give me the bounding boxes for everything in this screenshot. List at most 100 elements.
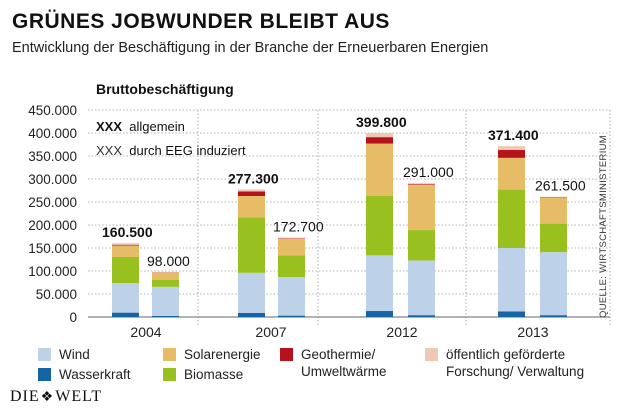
bar-2012-allgemein-geothermie [366,137,393,144]
bar-2012-allgemein-forschung [366,133,393,138]
y-tick-label-3: 150.000 [28,241,77,256]
bar-2012-eeg-solarenergie [408,184,435,231]
y-axis-title: Bruttobeschäftigung [96,81,234,97]
x-tick-label-2004: 2004 [130,324,161,340]
legend-label-wasserkraft: Wasserkraft [59,367,131,382]
y-tick-label-2: 100.000 [28,264,77,279]
key-eeg-label: durch EEG induziert [129,143,246,158]
x-tick-label-2007: 2007 [255,324,286,340]
data-label-2004-eeg: 98.000 [147,253,190,269]
x-tick-label-2012: 2012 [386,324,417,340]
bar-2004-eeg-wasserkraft [152,315,179,317]
legend-label-biomasse: Biomasse [184,367,244,382]
legend-item-solarenergie: Solarenergie [163,346,261,363]
bar-2012-allgemein-wasserkraft [366,311,393,317]
bar-2013-allgemein-geothermie [498,150,525,158]
bar-2012-eeg-wasserkraft [408,315,435,317]
bar-2012-allgemein-biomasse [366,196,393,256]
bar-2007-allgemein-forschung [238,189,265,192]
legend-item-geothermie: Geothermie/ Umweltwärme [280,346,387,380]
data-label-2007-eeg: 172.700 [273,219,324,235]
bar-2004-eeg-biomasse [152,279,179,287]
legend-label-wind: Wind [59,347,90,362]
data-label-2013-allgemein: 371.400 [488,127,539,143]
bar-2004-allgemein-wind [112,283,139,313]
data-label-2007-allgemein: 277.300 [228,170,279,186]
legend-swatch-wind [38,348,51,361]
data-label-2012-allgemein: 399.800 [356,114,407,130]
bar-2004-eeg-solarenergie [152,272,179,280]
legend-swatch-biomasse [163,368,176,381]
legend-label-geothermie: Geothermie/ Umweltwärme [301,346,387,380]
brand-logo: DIE❖WELT [10,388,102,406]
legend-item-biomasse: Biomasse [163,366,243,383]
legend-label-forschung-line2: Forschung/ Verwaltung [446,364,585,379]
bar-2013-eeg-biomasse [540,223,567,253]
key-sample-thin: XXX [96,143,123,158]
bar-2007-allgemein-wind [238,272,265,313]
chart-title: GRÜNES JOBWUNDER BLEIBT AUS [12,10,390,33]
stacked-bar-chart: 0 50.000 100.000 150.000 200.000 250.000 300.0… [28,103,611,340]
legend-item-wasserkraft: Wasserkraft [38,366,131,383]
bar-2004-allgemein-geothermie [112,244,139,246]
data-label-2012-eeg: 291.000 [403,164,454,180]
bar-2012-allgemein-solarenergie [366,143,393,197]
legend-swatch-wasserkraft [38,368,51,381]
y-tick-label-9: 450.000 [28,103,77,118]
bar-2004-allgemein-forschung [112,243,139,245]
bar-2012-eeg-forschung [408,183,435,185]
bar-2013-allgemein-wind [498,248,525,312]
bar-2013-allgemein-forschung [498,146,525,151]
y-tick-label-1: 50.000 [36,287,77,302]
y-tick-label-0: 0 [69,310,77,325]
legend: Wind Wasserkraft Solarenergie Biomasse G… [30,346,610,386]
x-tick-label-2013: 2013 [517,324,548,340]
bar-2007-eeg-biomasse [278,255,305,277]
bar-2012-eeg-geothermie [408,184,435,185]
y-tick-label-4: 200.000 [28,218,77,233]
legend-swatch-solarenergie [163,348,176,361]
bar-2013-eeg-forschung [540,196,567,198]
bar-2012-eeg-wind [408,260,435,316]
legend-swatch-geothermie [280,348,293,361]
y-tick-label-8: 400.000 [28,126,77,141]
legend-item-wind: Wind [38,346,90,363]
bar-2004-allgemein-wasserkraft [112,312,139,317]
legend-label-geothermie-line2: Umweltwärme [301,364,387,379]
key-allgemein-label: allgemein [129,119,185,134]
bar-2013-eeg-solarenergie [540,197,567,224]
bar-2007-allgemein-geothermie [238,191,265,197]
bar-2007-eeg-forschung [278,237,305,239]
legend-label-forschung: öffentlich geförderte Forschung/ Verwalt… [446,346,584,380]
legend-label-geothermie-line1: Geothermie/ [301,347,376,362]
legend-item-forschung: öffentlich geförderte Forschung/ Verwalt… [425,346,584,380]
chart-subtitle: Entwicklung der Beschäftigung in der Bra… [12,40,489,56]
brand-right: WELT [55,388,103,405]
key-allgemein: XXX allgemein [96,119,185,134]
legend-label-solarenergie: Solarenergie [184,347,261,362]
bar-2007-eeg-wind [278,276,305,316]
bar-2013-allgemein-solarenergie [498,157,525,190]
bar-2013-allgemein-wasserkraft [498,311,525,317]
y-tick-label-6: 300.000 [28,172,77,187]
bar-2004-eeg-wind [152,286,179,316]
bar-2007-eeg-wasserkraft [278,315,305,317]
data-label-2004-allgemein: 160.500 [102,224,153,240]
legend-swatch-forschung [425,348,438,361]
data-label-2013-eeg: 261.500 [535,178,586,194]
bar-2007-eeg-solarenergie [278,238,305,256]
source-note: QUELLE: WIRTSCHAFTSMINISTERIUM [598,134,609,318]
bar-2012-eeg-biomasse [408,230,435,261]
y-tick-label-5: 250.000 [28,195,77,210]
y-tick-label-7: 350.000 [28,149,77,164]
bar-2004-allgemein-solarenergie [112,245,139,257]
bar-2004-allgemein-biomasse [112,256,139,284]
bar-2007-allgemein-solarenergie [238,196,265,218]
eagle-icon: ❖ [40,390,55,405]
bar-2007-allgemein-wasserkraft [238,312,265,317]
bar-2013-allgemein-biomasse [498,189,525,248]
bar-2012-allgemein-wind [366,255,393,312]
key-eeg: XXX durch EEG induziert [96,143,246,158]
legend-label-forschung-line1: öffentlich geförderte [446,347,566,362]
key-sample-bold: XXX [96,119,123,134]
